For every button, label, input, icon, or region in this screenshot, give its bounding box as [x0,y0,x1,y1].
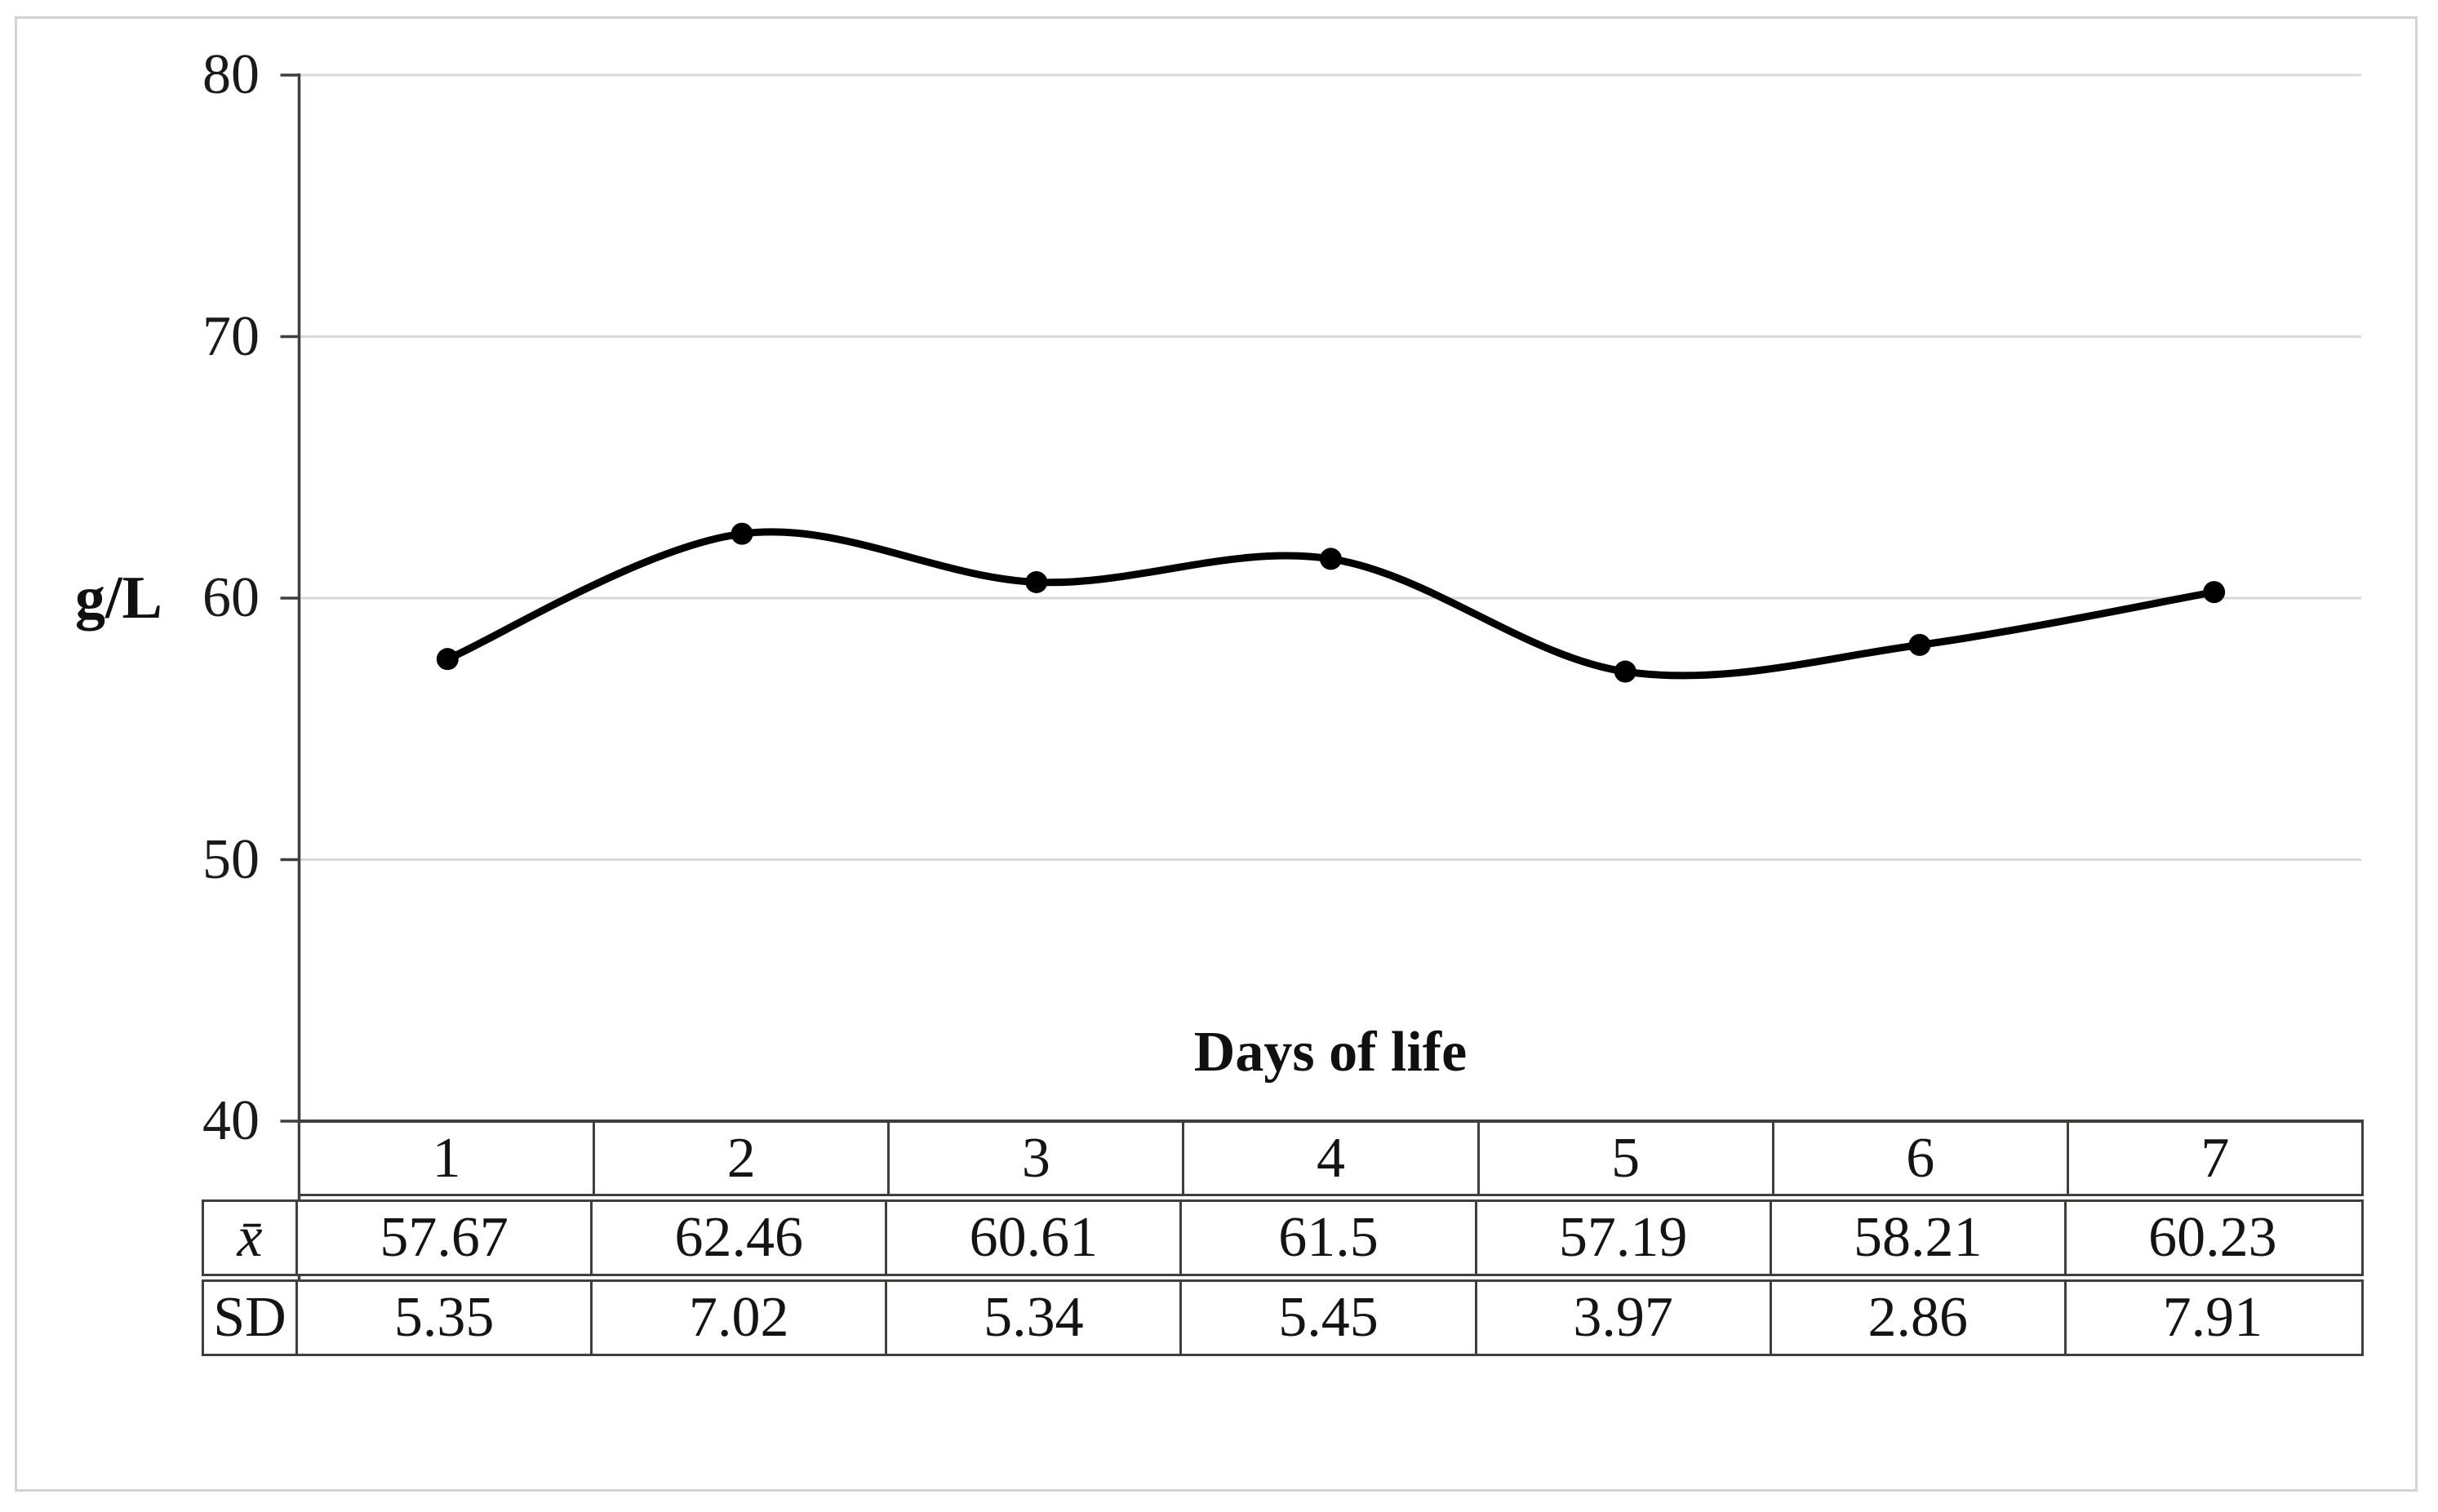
table-cell: 4 [1184,1123,1480,1194]
y-tick-label: 50 [202,827,260,891]
data-point-marker [1320,548,1342,570]
y-tick-label: 60 [202,566,260,629]
table-cell: 7 [2200,1126,2230,1190]
table-cell: 62.46 [593,1202,888,1274]
data-point-marker [1908,633,1931,656]
table-cell: 2 [595,1123,890,1194]
y-tick-label: 80 [202,43,260,106]
table-cell: 60.61 [887,1202,1183,1274]
data-point-marker [1025,570,1048,593]
data-point-marker [731,522,753,545]
table-cell: 7.02 [593,1282,888,1354]
sd-row-label: SD [204,1282,298,1354]
table-cell: 7.91 [2162,1286,2263,1349]
y-tick-label: 70 [202,304,260,368]
table-cell: 5.34 [887,1282,1183,1354]
table-cell: 57.67 [298,1202,593,1274]
data-point-marker [436,648,459,671]
sd-value-cells: 5.35 7.02 5.34 5.45 3.97 2.86 7.91 [298,1282,2359,1354]
table-mean-row: x̄ 57.67 62.46 60.61 61.5 57.19 58.21 60.23 [202,1199,2364,1276]
y-tick-label: 40 [202,1089,260,1152]
table-cell: 1 [300,1123,596,1194]
data-point-marker [2203,581,2226,604]
table-cell: 6 [1774,1123,2069,1194]
table-cell: 58.21 [1772,1202,2067,1274]
x-axis-title: Days of life [1193,1021,1468,1084]
mean-value-cells: 57.67 62.46 60.61 61.5 57.19 58.21 60.23 [298,1202,2359,1274]
table-cell: 3 [890,1123,1185,1194]
table-cell: 3.97 [1477,1282,1772,1354]
table-cell: 5.35 [298,1282,593,1354]
table-cell: 5.45 [1182,1282,1477,1354]
y-axis-title: g/L [75,565,162,632]
table-cell: 57.19 [1477,1202,1772,1274]
table-cell: 2.86 [1772,1282,2067,1354]
mean-row-label: x̄ [204,1202,298,1274]
table-cell: 5 [1480,1123,1774,1194]
table-sd-row: SD 5.35 7.02 5.34 5.45 3.97 2.86 7.91 [202,1279,2364,1356]
data-point-marker [1614,660,1636,683]
table-cell: 60.23 [2148,1206,2277,1269]
table-cell: 61.5 [1182,1202,1477,1274]
